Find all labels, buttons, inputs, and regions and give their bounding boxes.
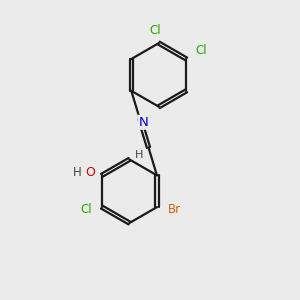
- Text: H: H: [73, 167, 82, 179]
- Text: Br: Br: [167, 203, 181, 216]
- Text: Cl: Cl: [81, 203, 92, 216]
- Text: O: O: [86, 167, 96, 179]
- Text: H: H: [135, 150, 143, 160]
- Text: N: N: [138, 116, 148, 129]
- Text: Cl: Cl: [149, 24, 161, 37]
- Text: Cl: Cl: [196, 44, 208, 57]
